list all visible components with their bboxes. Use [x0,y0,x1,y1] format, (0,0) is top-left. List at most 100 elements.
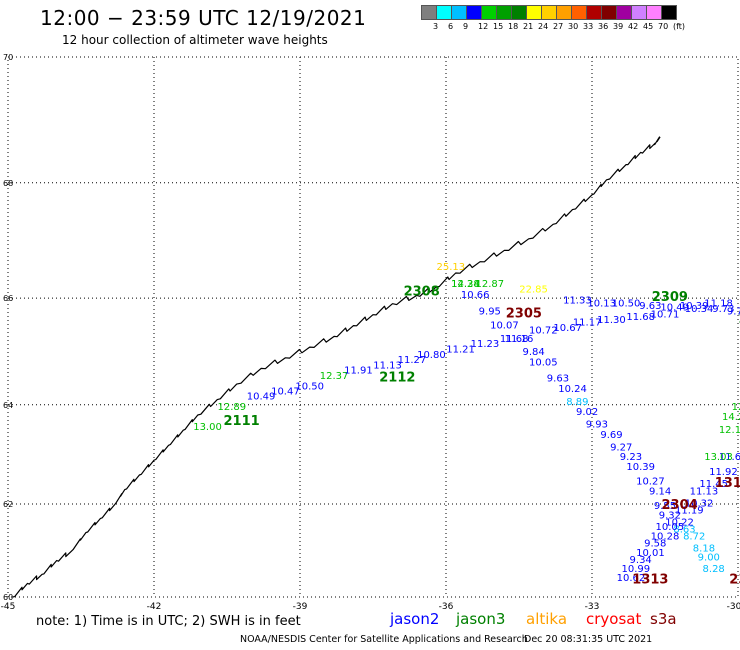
wave-height-value: 13.00 [193,422,222,433]
wave-height-value: 9.73 [712,304,734,315]
scale-label: 3 [433,22,439,31]
wave-height-value: 10.47 [271,386,300,397]
wave-height-value: 11.19 [675,506,704,517]
wave-height-value: 12.37 [320,371,349,382]
longitude-label: -39 [293,602,308,612]
longitude-label: -36 [439,602,454,612]
wave-height-value: 10.28 [651,532,680,543]
color-scale: 3 6 9 12 15 18 21 24 27 30 33 36 39 42 45 70 (ft) [421,5,740,32]
wave-height-value: 9.00 [698,553,720,564]
wave-height-value: 8.72 [683,532,705,543]
scale-label: 30 [568,22,579,31]
wave-height-value: 10.99 [621,564,650,575]
wave-height-value: 10.39 [626,462,655,473]
wave-height-value: 9.69 [600,430,622,441]
track-label: 2305 [506,306,542,321]
track-label: 1313 [632,572,668,587]
wave-height-value: 9.76 [727,307,740,318]
wave-height-value: 9.23 [620,452,642,463]
legend-jason3: jason3 [456,610,506,628]
wave-height-value: 11.16 [505,334,534,345]
wave-height-value: 10.67 [553,323,582,334]
wave-height-value: 11.30 [597,315,626,326]
color-scale-labels: 3 6 9 12 15 18 21 24 27 30 33 36 39 42 45 70 (ft) [421,20,740,32]
wave-height-value: 12.89 [218,402,247,413]
scale-label: 18 [508,22,519,31]
longitude-label: -42 [147,602,162,612]
wave-height-value: 8.28 [703,564,725,575]
wave-height-value: 8.89 [566,397,588,408]
track-label: 2308 [404,284,440,299]
wave-height-value: 11.13 [690,486,719,497]
wave-height-value: 10.72 [529,326,558,337]
legend-cryosat: cryosat [586,610,642,628]
wave-height-value: 12.87 [475,279,504,290]
wave-height-value: 14.2 [722,412,740,423]
latitude-label: 62 [3,500,13,509]
wave-height-value: 10.01 [636,548,665,559]
wave-height-value: 11.65 [719,452,740,463]
scale-label: 70 [658,22,669,31]
wave-height-value: 11.68 [626,312,655,323]
wave-height-value: 9.02 [576,407,598,418]
latitude-label: 60 [3,593,13,602]
wave-height-value: 12.34 [451,279,480,290]
wave-height-value: 11.68 [500,334,529,345]
page-title: 12:00 − 23:59 UTC 12/19/2021 [40,6,367,30]
wave-height-value: 9.32 [659,510,681,521]
wave-height-value: 14.28 [451,279,480,290]
footer-timestamp: Dec 20 08:31:35 UTC 2021 [524,634,653,645]
track-label: 2111 [224,414,260,429]
scale-label: 45 [643,22,654,31]
track-label: 230 [729,572,740,587]
wave-height-value: 25.13 [437,262,466,273]
map-frame [7,56,739,598]
wave-height-value: 11.21 [446,344,475,355]
footer-note: note: 1) Time is in UTC; 2) SWH is in fe… [36,614,301,629]
wave-height-value: 11.33 [563,296,592,307]
wave-height-value: 10.24 [558,384,587,395]
wave-height-value: 11.23 [471,339,500,350]
wave-height-value: 12.11 [719,425,740,436]
wave-height-value: 10.50 [612,298,641,309]
wave-height-value: 8.18 [693,543,715,554]
wave-height-value: 10.49 [660,302,689,313]
track-labels: 2111 2112 2305 2308 2309 2304 1313 131 230 23 [224,284,740,587]
track-label: 2309 [652,290,688,305]
wave-height-value: 10.34 [685,304,714,315]
scale-label: 36 [598,22,609,31]
wave-height-value: 8.63 [673,525,695,536]
wave-height-value: 13.03 [704,452,733,463]
wave-height-value: 9.55 [654,501,676,512]
wave-height-value: 9.27 [610,442,632,453]
wave-height-value: 12 [732,402,740,413]
wave-height-value: 9.93 [586,420,608,431]
scale-label: (ft) [673,22,686,31]
wave-height-value: 10.22 [665,517,694,528]
wave-height-value: 11.13 [373,360,402,371]
scale-swatch [661,5,677,20]
page-subtitle: 12 hour collection of altimeter wave hei… [62,33,328,47]
wave-height-value: 9.84 [522,347,544,358]
wave-height-value: 9.63 [547,373,569,384]
wave-height-value: 10.05 [656,522,685,533]
latitude-label: 66 [3,294,13,303]
wave-height-value: 9.95 [479,307,501,318]
scale-label: 24 [538,22,549,31]
legend-s3a: s3a [650,610,677,628]
map-grid [7,56,739,598]
color-scale-swatches [421,5,740,20]
scale-label: 15 [493,22,504,31]
wave-height-value: 22.85 [519,285,548,296]
wave-height-value: 10.13 [587,298,616,309]
track-label: 131 [715,476,740,491]
scale-label: 42 [628,22,639,31]
latitude-label: 64 [3,401,13,410]
wave-height-value: 11.18 [704,298,733,309]
wave-height-value: 11.91 [344,366,373,377]
wave-height-value: 9.63 [639,301,661,312]
wave-height-value: 10.07 [490,320,519,331]
wave-height-value: 11.27 [398,355,427,366]
latitude-label: 68 [3,179,13,188]
